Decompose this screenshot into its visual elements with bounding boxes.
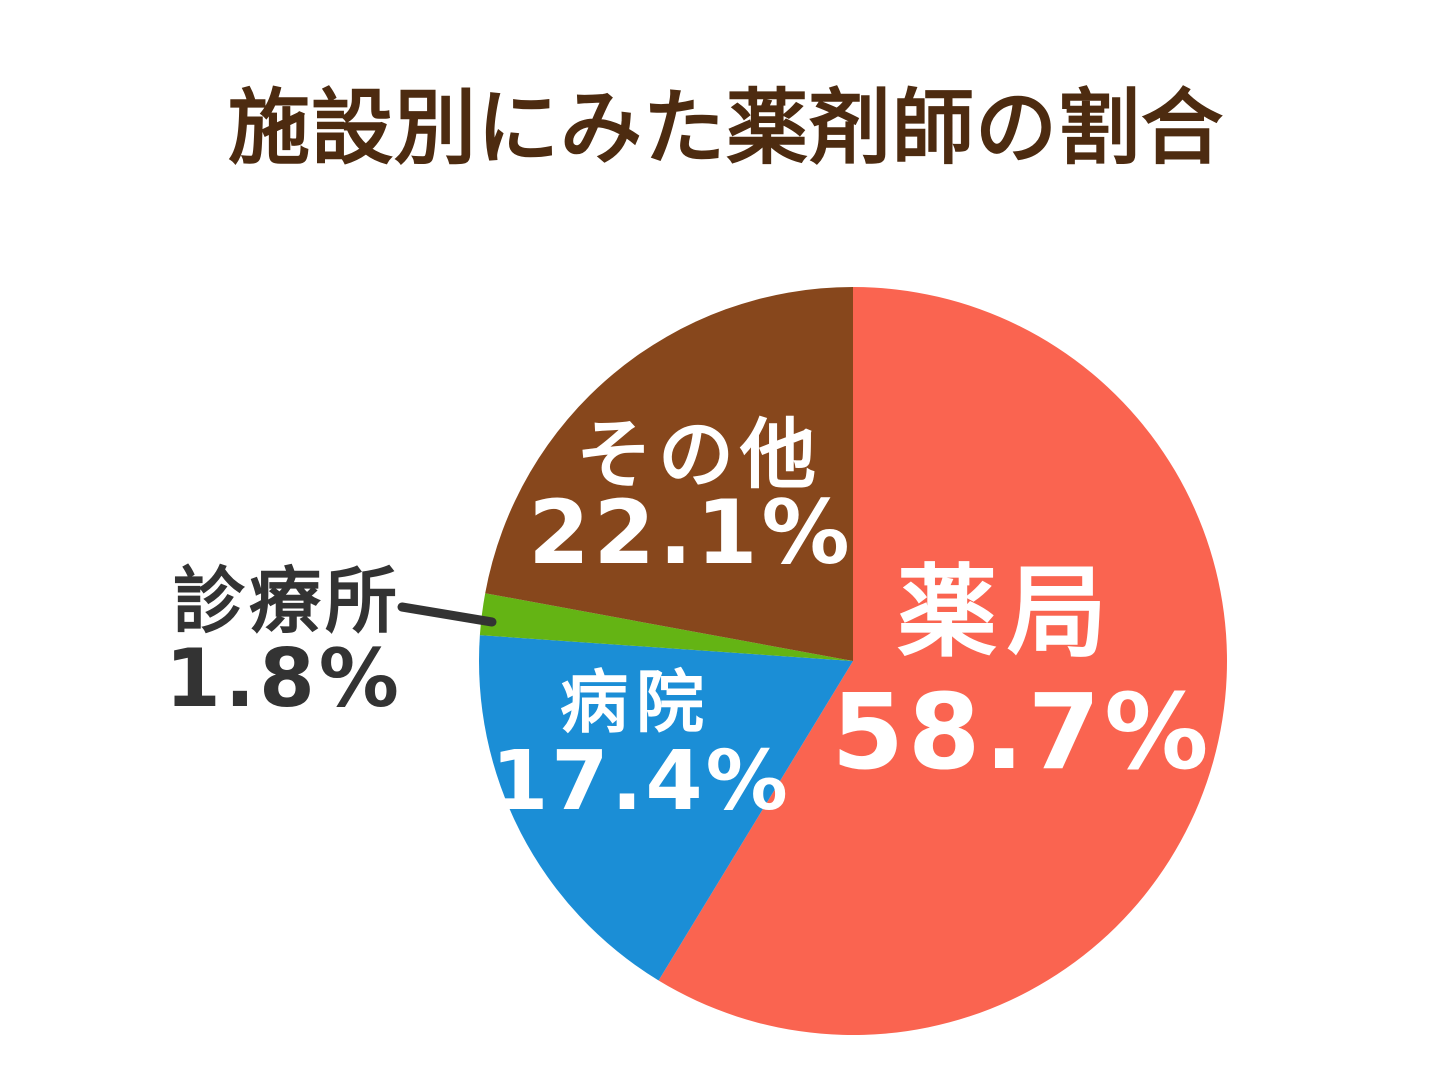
shinryojo-leader-line (397, 602, 497, 627)
pie-value-byoin: 17.4% (491, 734, 791, 829)
pie-label-shinryojo: 診療所 (172, 559, 402, 643)
pie-value-sonota: 22.1% (528, 481, 854, 584)
pie-slice-byoin (478, 635, 853, 981)
pie-slice-yakkyoku (658, 287, 1228, 1035)
pie-slices-group (478, 287, 1228, 1035)
pie-label-yakkyoku: 薬局 (897, 554, 1117, 671)
pie-label-sonota: その他 (576, 410, 822, 499)
pie-value-yakkyoku: 58.7% (831, 671, 1213, 793)
pie-value-shinryojo: 1.8% (165, 632, 403, 725)
chart-title: 施設別にみた薬剤師の割合 (227, 81, 1224, 176)
pie-slice-shinryojo (479, 593, 853, 661)
pie-label-byoin: 病院 (559, 664, 713, 743)
pie-slice-sonota (485, 287, 853, 661)
